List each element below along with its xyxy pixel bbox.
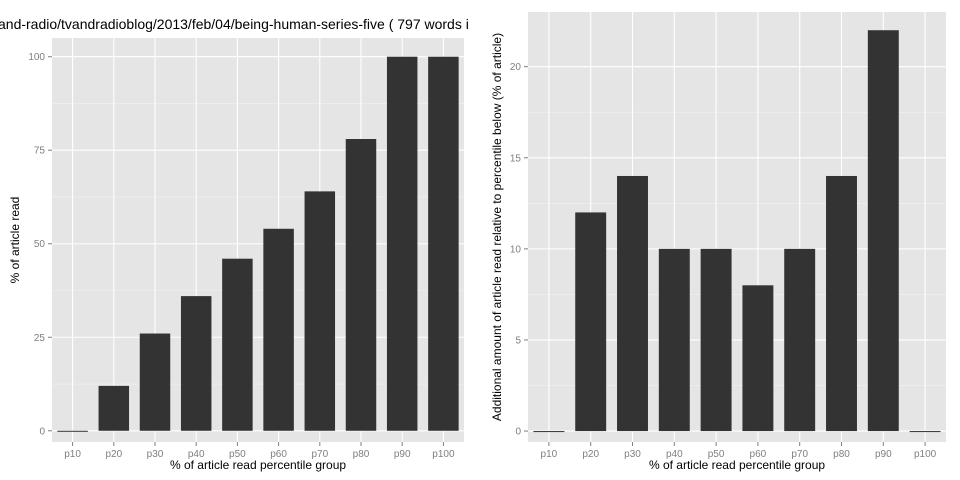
x-tick-label: p50 <box>229 449 246 460</box>
y-tick-label: 10 <box>510 244 522 255</box>
bar-p30 <box>617 175 648 432</box>
bar-p90 <box>867 30 899 432</box>
x-tick-label: p70 <box>791 449 808 460</box>
x-tick-label: p30 <box>147 449 164 460</box>
x-tick-label: p90 <box>394 449 411 460</box>
x-tick-label: p70 <box>311 449 328 460</box>
y-tick-label: 0 <box>515 427 521 438</box>
y-tick-label: 0 <box>39 426 45 437</box>
x-tick-label: p80 <box>833 449 850 460</box>
bar-p100 <box>909 431 941 433</box>
bar-p50 <box>700 248 732 432</box>
bar-p100 <box>428 56 459 431</box>
x-tick-label: p10 <box>64 449 81 460</box>
y-axis-title: Additional amount of article read relati… <box>490 33 504 421</box>
bar-p20 <box>575 212 607 432</box>
bar-p40 <box>658 248 690 432</box>
x-tick-label: p90 <box>875 449 892 460</box>
bar-p90 <box>386 56 418 431</box>
y-tick-label: 75 <box>34 146 46 157</box>
x-tick-label: p10 <box>541 449 558 460</box>
x-tick-label: p20 <box>105 449 122 460</box>
bar-p40 <box>180 296 212 431</box>
y-tick-label: 5 <box>515 335 521 346</box>
bar-p50 <box>222 258 253 431</box>
bar-p60 <box>742 285 774 432</box>
y-tick-label: 15 <box>510 153 522 164</box>
x-tick-label: p50 <box>708 449 725 460</box>
left-chart-panel: 0 25 50 75 100 p10 p20 p30 p40 p50 p60 p70 p80 p90 p10… <box>8 38 464 472</box>
y-tick-label: 25 <box>34 333 46 344</box>
bar-p60 <box>263 228 294 431</box>
x-tick-label: p30 <box>624 449 641 460</box>
x-tick-label: p20 <box>582 449 599 460</box>
bar-p80 <box>345 139 377 431</box>
bar-p80 <box>826 175 857 432</box>
x-tick-label: p80 <box>353 449 370 460</box>
bar-p10 <box>533 431 565 433</box>
plot-title: and-radio/tvandradioblog/2013/feb/04/bei… <box>0 16 469 32</box>
x-tick-label: p60 <box>270 449 287 460</box>
bar-p10 <box>57 430 88 432</box>
bar-p20 <box>98 385 130 431</box>
y-tick-label: 50 <box>34 239 46 250</box>
bar-p30 <box>139 333 171 431</box>
x-tick-label: p40 <box>188 449 205 460</box>
y-tick-label: 20 <box>510 62 522 73</box>
x-tick-label: p100 <box>432 449 455 460</box>
y-axis-title: % of article read <box>8 197 22 284</box>
x-axis-title: % of article read percentile group <box>649 458 825 472</box>
bar-p70 <box>784 248 816 432</box>
y-tick-label: 100 <box>28 52 45 63</box>
x-tick-label: p60 <box>750 449 767 460</box>
bar-p70 <box>304 191 336 431</box>
right-chart-panel: 0 5 10 15 20 p10 p20 p30 p40 p50 p60 p70 p80 p90 p100%… <box>490 12 946 472</box>
x-tick-label: p100 <box>914 449 937 460</box>
x-axis-title: % of article read percentile group <box>170 458 346 472</box>
x-tick-label: p40 <box>666 449 683 460</box>
